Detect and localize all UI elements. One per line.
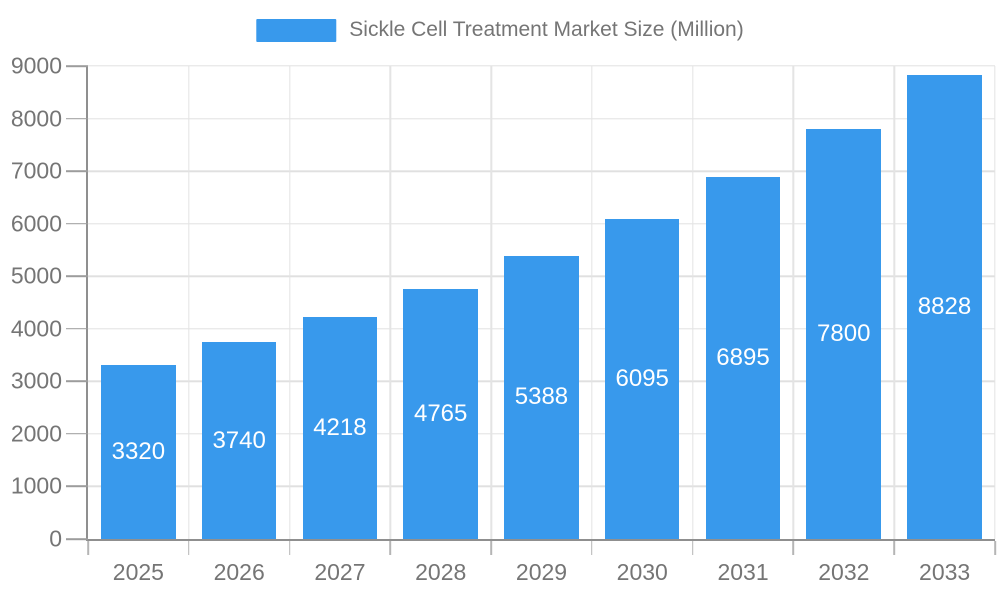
x-axis-label: 2031 [717, 559, 769, 585]
bar-cell: 4218 [290, 66, 391, 539]
bar-2033[interactable]: 8828 [907, 75, 982, 539]
legend[interactable]: Sickle Cell Treatment Market Size (Milli… [256, 18, 744, 42]
y-axis-tick [66, 485, 88, 488]
bar-value-label: 3740 [212, 426, 266, 454]
x-axis-tick [288, 541, 291, 555]
bar-cell: 5388 [491, 66, 592, 539]
x-gridline [591, 66, 593, 539]
y-axis-label: 7000 [10, 157, 62, 184]
x-axis-tick [490, 541, 492, 555]
bar-value-label: 6095 [615, 364, 669, 392]
y-axis-tick [66, 65, 88, 67]
legend-marker-icon [256, 18, 337, 42]
x-gridline [389, 66, 392, 539]
x-axis-tick [691, 541, 694, 555]
bar-value-label: 4765 [413, 399, 468, 427]
bar-cell: 6895 [693, 66, 794, 539]
bar-cell: 6095 [592, 66, 693, 539]
bar-2028[interactable]: 4765 [403, 288, 478, 539]
bar-value-label: 4218 [313, 414, 367, 442]
y-axis-tick [66, 433, 88, 435]
x-axis-tick [994, 541, 996, 555]
bar-cell: 4765 [390, 66, 491, 539]
legend-label: Sickle Cell Treatment Market Size (Milli… [349, 18, 744, 41]
x-axis-label: 2029 [515, 559, 568, 585]
bar-2032[interactable]: 7800 [806, 129, 882, 539]
y-axis-label: 5000 [10, 262, 62, 289]
bar-2025[interactable]: 3320 [101, 364, 176, 539]
y-axis-label: 6000 [10, 210, 62, 237]
x-gridline [994, 66, 996, 539]
y-gridline [88, 65, 995, 67]
x-axis-tick [893, 541, 896, 555]
bar-2030[interactable]: 6095 [604, 218, 680, 539]
y-axis-label: 2000 [10, 420, 62, 447]
x-axis-label: 2030 [616, 559, 668, 585]
y-axis-label: 1000 [10, 472, 62, 499]
bar-cell: 3320 [88, 66, 189, 539]
bar-2029[interactable]: 5388 [504, 255, 579, 539]
x-gridline [893, 66, 895, 539]
x-axis-tick [87, 541, 89, 555]
bars-row: 3320 3740 4218 4765 5388 6095 6895 7800 8828 [88, 66, 995, 539]
bar-cell: 3740 [189, 66, 290, 539]
x-gridline [792, 66, 795, 539]
bar-value-label: 7800 [817, 320, 871, 348]
y-axis-label: 3000 [10, 367, 62, 394]
y-axis-tick [66, 380, 88, 383]
y-gridline [88, 222, 995, 225]
x-axis-label: 2028 [415, 559, 467, 585]
bar-cell: 7800 [793, 66, 894, 539]
bar-value-label: 5388 [514, 383, 569, 411]
y-axis-tick [66, 170, 88, 172]
plot-area: 0 1000 2000 3000 4000 5000 6000 7000 8000 9000 202… [11, 53, 996, 585]
x-axis-tick [187, 541, 190, 555]
x-axis-label: 2027 [314, 559, 366, 585]
x-gridline [288, 66, 291, 539]
bar-value-label: 6895 [716, 343, 770, 371]
y-axis-tick [66, 275, 88, 278]
y-axis-label: 4000 [10, 315, 62, 342]
y-axis-label: 8000 [10, 105, 62, 132]
y-gridline [88, 170, 995, 172]
x-axis-tick [591, 541, 593, 555]
x-axis-tick [389, 541, 392, 555]
y-axis-tick [66, 222, 88, 225]
x-gridline [490, 66, 492, 539]
bar-value-label: 3320 [111, 437, 166, 465]
bar-cell: 8828 [894, 66, 995, 539]
y-axis-label: 9000 [10, 52, 62, 79]
x-axis-tick [792, 541, 795, 555]
y-axis-tick [66, 327, 88, 330]
y-axis-tick [66, 538, 88, 540]
bar-2026[interactable]: 3740 [201, 342, 277, 539]
bar-2027[interactable]: 4218 [302, 317, 378, 539]
y-axis-label: 0 [49, 525, 62, 552]
x-gridline [188, 66, 190, 539]
bar-value-label: 8828 [917, 293, 972, 321]
x-axis-label: 2032 [818, 559, 870, 585]
x-axis-label: 2025 [112, 559, 164, 585]
bar-2031[interactable]: 6895 [705, 176, 781, 539]
x-gridline [691, 66, 694, 539]
y-gridline [88, 117, 995, 120]
x-axis-label: 2026 [213, 559, 265, 585]
y-axis-tick [66, 117, 88, 120]
x-axis-label: 2033 [919, 559, 971, 585]
